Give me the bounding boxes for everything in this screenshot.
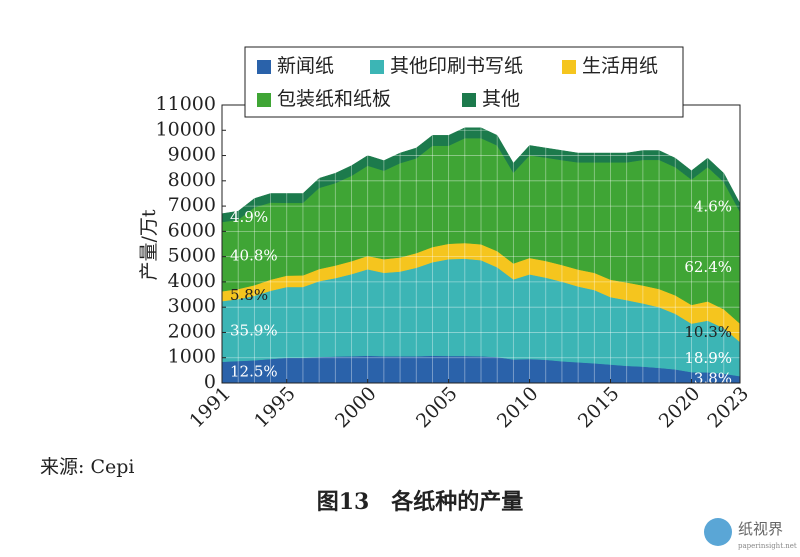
legend-swatch <box>257 60 271 74</box>
y-tick-label: 8000 <box>168 169 216 191</box>
x-tick-label: 2015 <box>574 383 624 433</box>
legend-swatch <box>257 93 271 107</box>
series-label: 12.5% <box>230 362 278 380</box>
x-tick-label: 2020 <box>655 383 705 433</box>
legend-label: 包装纸和纸板 <box>277 88 391 110</box>
x-tick-label: 2000 <box>331 383 381 433</box>
series-label: 5.8% <box>230 286 268 304</box>
y-tick-label: 2000 <box>168 320 216 342</box>
x-tick-label: 2023 <box>703 383 753 433</box>
legend-label: 其他 <box>482 88 520 110</box>
y-tick-label: 4000 <box>168 270 216 292</box>
y-tick-label: 5000 <box>168 245 216 267</box>
y-tick-label: 0 <box>204 371 216 393</box>
series-label: 18.9% <box>684 349 732 367</box>
legend-swatch <box>370 60 384 74</box>
series-label: 10.3% <box>684 323 732 341</box>
series-label: 3.8% <box>694 370 732 388</box>
series-label: 35.9% <box>230 321 278 339</box>
caption: 图13 各纸种的产量 <box>317 489 524 515</box>
y-tick-label: 3000 <box>168 295 216 317</box>
series-label: 40.8% <box>230 247 278 265</box>
legend-swatch <box>562 60 576 74</box>
series-label: 4.9% <box>230 208 268 226</box>
series-label: 4.6% <box>694 198 732 216</box>
legend-label: 新闻纸 <box>277 55 334 77</box>
x-tick-label: 2010 <box>493 383 543 433</box>
watermark-logo <box>704 518 732 546</box>
y-tick-label: 7000 <box>168 194 216 216</box>
y-tick-label: 9000 <box>168 144 216 166</box>
watermark-url: paperinsight.net <box>738 542 797 550</box>
y-tick-label: 1000 <box>168 346 216 368</box>
y-tick-label: 10000 <box>156 118 216 140</box>
series-label: 62.4% <box>684 258 732 276</box>
y-axis-label: 产量/万t <box>138 209 160 280</box>
x-tick-label: 1995 <box>250 383 300 433</box>
source: 来源: Cepi <box>40 456 134 478</box>
x-tick-label: 2005 <box>412 383 462 433</box>
legend-swatch <box>462 93 476 107</box>
legend-label: 其他印刷书写纸 <box>390 55 523 77</box>
legend-label: 生活用纸 <box>582 55 658 77</box>
y-tick-label: 11000 <box>156 93 216 115</box>
y-tick-label: 6000 <box>168 219 216 241</box>
watermark: 纸视界 <box>738 520 783 538</box>
